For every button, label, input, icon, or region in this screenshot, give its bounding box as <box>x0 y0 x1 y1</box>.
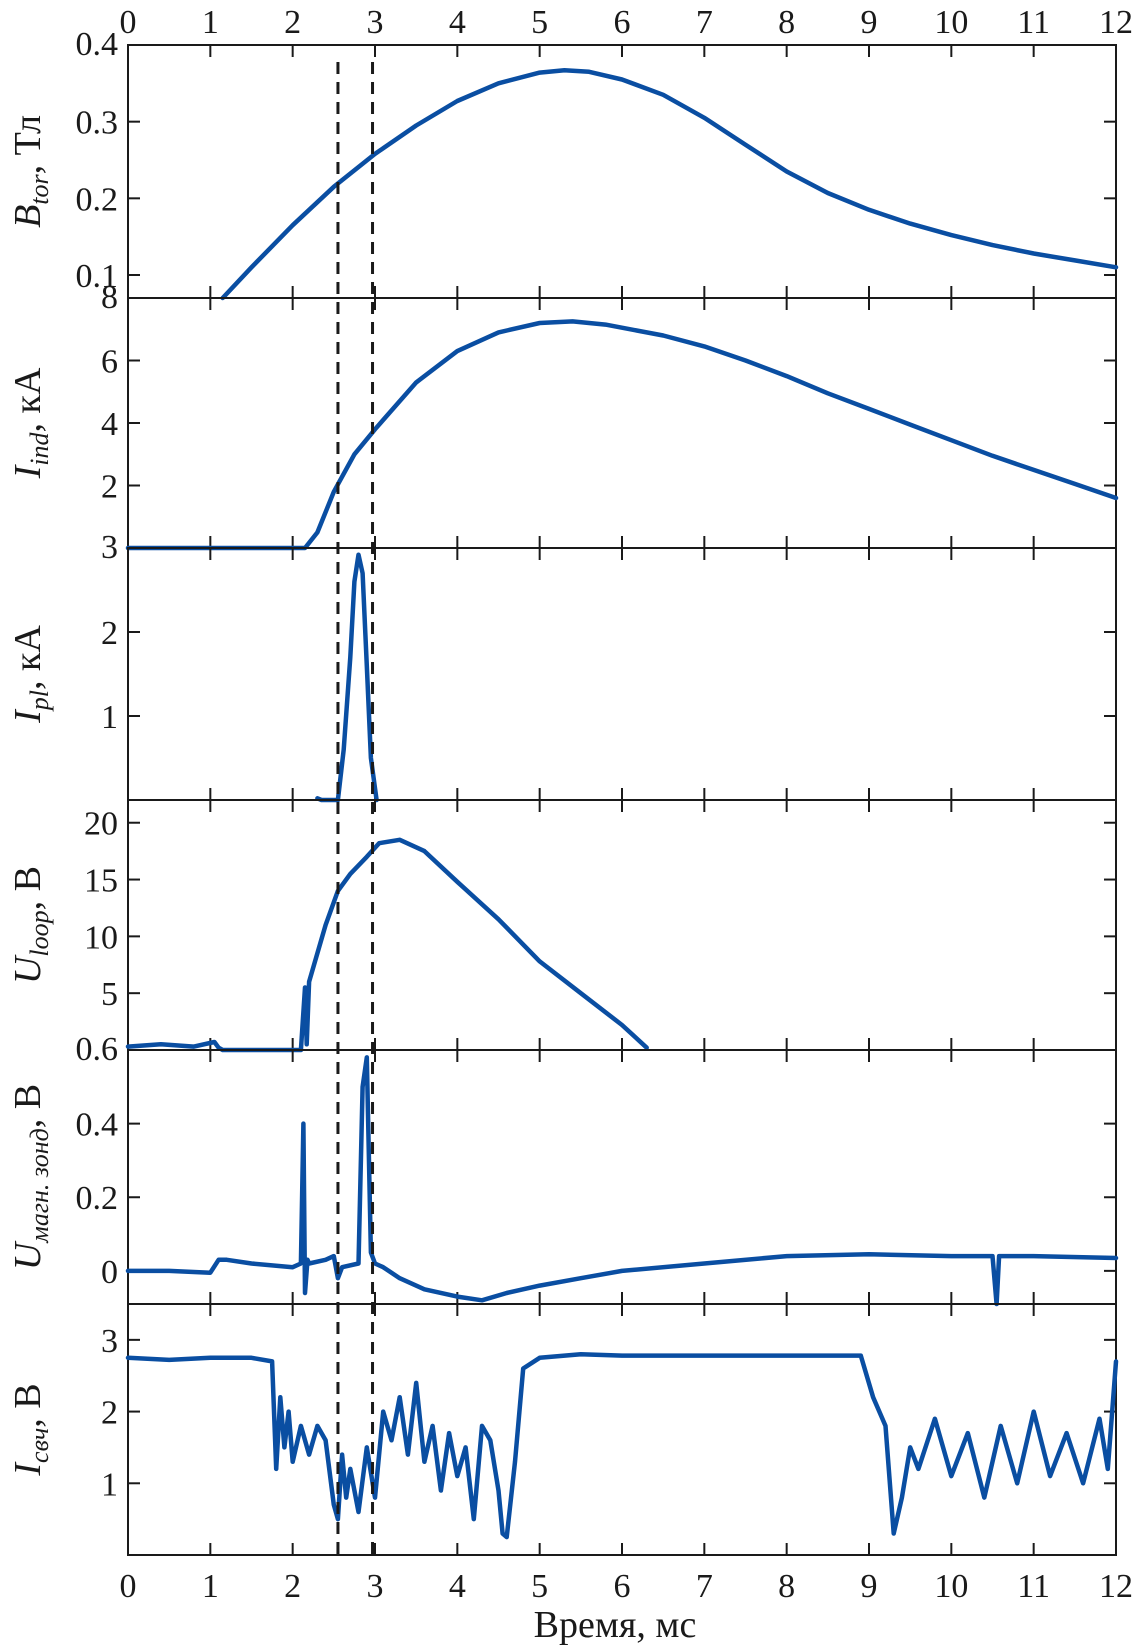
bottom-x-tick-label: 6 <box>614 1568 631 1605</box>
panel-uloop: 20 15 10 5 Uloop, В <box>7 799 1117 1053</box>
y-tick-label: 0.4 <box>76 1107 119 1144</box>
y-tick-label: 2 <box>101 1395 118 1432</box>
top-x-ticks: 0 1 2 3 4 5 6 7 8 9 10 11 12 <box>120 4 1134 41</box>
panel-ipl: 3 2 1 Ipl, кА <box>7 529 1117 803</box>
bottom-x-tick-label: 8 <box>778 1568 795 1605</box>
x-axis-title: Время, мс <box>534 1604 697 1646</box>
y-tick-label: 0.1 <box>76 258 119 295</box>
y-axis-label-unit: , кА <box>7 367 49 432</box>
trace-btor <box>220 68 1119 301</box>
bottom-x-tick-label: 0 <box>120 1568 137 1605</box>
marker-lines <box>336 62 375 1555</box>
top-x-tick-label: 12 <box>1099 4 1133 41</box>
bottom-x-tick-label: 2 <box>284 1568 301 1605</box>
bottom-x-tick-label: 10 <box>934 1568 968 1605</box>
y-tick-label: 8 <box>101 279 118 316</box>
y-axis-label-subscript: pl <box>25 690 54 712</box>
y-tick-label: 0.6 <box>76 1031 119 1068</box>
y-axis-label-symbol: U <box>7 1240 49 1270</box>
y-tick-label: 3 <box>101 1323 118 1360</box>
y-axis-label-symbol: I <box>7 463 49 479</box>
y-tick-label: 10 <box>84 919 118 956</box>
bottom-x-tick-label: 4 <box>449 1568 466 1605</box>
top-x-tick-label: 2 <box>284 4 301 41</box>
top-x-tick-label: 8 <box>778 4 795 41</box>
y-tick-label: 0.3 <box>76 105 119 142</box>
y-axis-label: Ipl, кА <box>7 625 54 724</box>
bottom-x-tick-label: 12 <box>1099 1568 1133 1605</box>
y-tick-label: 0.4 <box>76 26 119 63</box>
y-axis-label-symbol: I <box>7 1461 49 1477</box>
top-x-tick-label: 7 <box>696 4 713 41</box>
y-tick-label: 2 <box>101 469 118 506</box>
bottom-x-tick-label: 1 <box>202 1568 219 1605</box>
y-axis-label: Iсвч, В <box>7 1383 54 1476</box>
top-x-tick-label: 9 <box>861 4 878 41</box>
y-axis-label-subscript: магн. зонд <box>25 1128 54 1244</box>
y-tick-label: 3 <box>101 529 118 566</box>
y-axis-label-unit: , Тл <box>7 115 49 174</box>
y-tick-label: 5 <box>101 976 118 1013</box>
y-axis-label-subscript: свч <box>25 1428 54 1463</box>
y-axis-label-symbol: B <box>7 205 49 228</box>
y-axis-label-subscript: ind <box>25 432 54 466</box>
y-axis-label-unit: , кА <box>7 625 49 690</box>
y-axis-label: Uloop, В <box>7 866 54 984</box>
y-axis-label-symbol: I <box>7 708 49 724</box>
y-axis-label-unit: , В <box>7 1084 49 1128</box>
y-axis-label: Iind, кА <box>7 367 54 479</box>
bottom-x-tick-label: 3 <box>367 1568 384 1605</box>
panel-umag: 0.6 0.4 0.2 0 Uмагн. зонд, В <box>7 1031 1119 1307</box>
y-tick-label: 1 <box>101 1466 118 1503</box>
top-x-tick-label: 6 <box>614 4 631 41</box>
bottom-x-ticks: 0 1 2 3 4 5 6 7 8 9 10 11 12 <box>120 1568 1134 1605</box>
trace-iind <box>125 319 1119 551</box>
top-x-tick-label: 5 <box>531 4 548 41</box>
trace-umag <box>125 1055 1119 1307</box>
top-x-tick-label: 4 <box>449 4 466 41</box>
y-tick-label: 4 <box>101 406 118 443</box>
top-x-tick-label: 0 <box>120 4 137 41</box>
y-axis-label-subscript: loop <box>25 910 54 956</box>
panel-frame <box>127 297 1117 549</box>
y-tick-label: 0 <box>101 1254 118 1291</box>
bottom-x-tick-label: 11 <box>1017 1568 1050 1605</box>
bottom-x-tick-label: 5 <box>531 1568 548 1605</box>
y-axis-label-subscript: tor <box>25 173 54 204</box>
panel-frame <box>127 799 1117 1051</box>
y-axis-label: Btor, Тл <box>7 115 54 228</box>
y-tick-label: 0.2 <box>76 181 119 218</box>
y-tick-label: 15 <box>84 863 118 900</box>
y-tick-label: 2 <box>101 615 118 652</box>
y-tick-label: 6 <box>101 344 118 381</box>
y-axis-label-unit: , В <box>7 866 49 910</box>
top-x-tick-label: 3 <box>367 4 384 41</box>
bottom-x-tick-label: 7 <box>696 1568 713 1605</box>
panel-frame <box>127 547 1117 801</box>
trace-ipl <box>315 552 379 803</box>
top-x-tick-label: 1 <box>202 4 219 41</box>
y-tick-label: 0.2 <box>76 1180 119 1217</box>
top-x-tick-label: 10 <box>934 4 968 41</box>
bottom-x-tick-label: 9 <box>861 1568 878 1605</box>
trace-isvch <box>125 1351 1119 1540</box>
top-x-tick-label: 11 <box>1017 4 1050 41</box>
y-tick-label: 20 <box>84 806 118 843</box>
panel-btor: 0.4 0.3 0.2 0.1 Btor, Тл <box>7 26 1119 301</box>
y-axis-label: Uмагн. зонд, В <box>7 1084 54 1270</box>
panel-isvch: 3 2 1 Iсвч, В <box>7 1303 1119 1556</box>
y-tick-label: 1 <box>101 699 118 736</box>
y-axis-label-unit: , В <box>7 1383 49 1427</box>
y-axis-label-symbol: U <box>7 954 49 984</box>
trace-uloop <box>125 837 649 1053</box>
panel-iind: 8 6 4 2 Iind, кА <box>7 279 1119 551</box>
panel-frame <box>127 44 1117 299</box>
